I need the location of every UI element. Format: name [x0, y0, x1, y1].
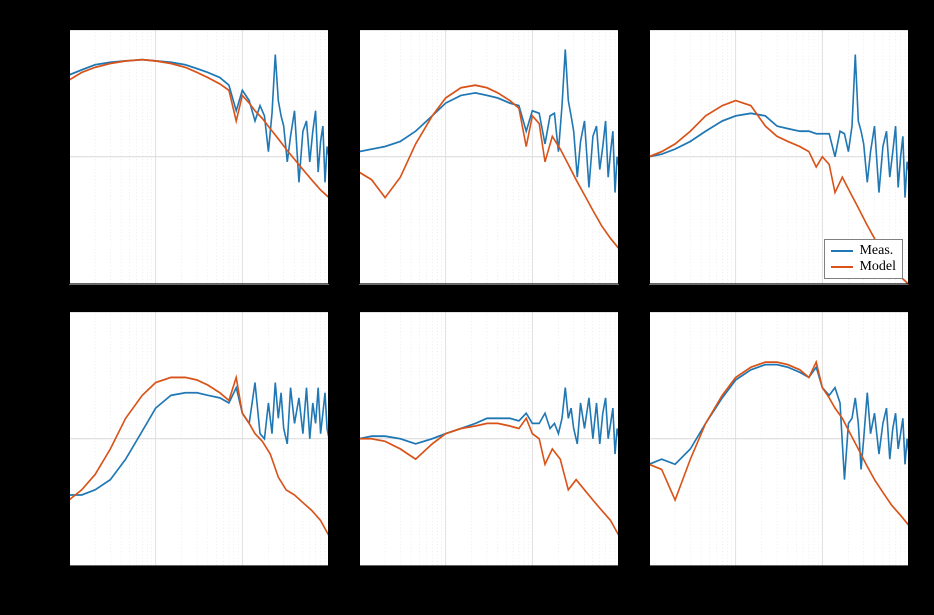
legend: Meas.Model — [824, 239, 903, 279]
subplot-grid: Mag. [dB]Frequency [Hz]10¹10²10³10⁴−100−… — [0, 0, 934, 615]
series-meas — [649, 55, 909, 198]
ytick-label: −50 — [13, 149, 33, 165]
ylabel: Mag. [dB] — [46, 121, 66, 192]
series-model — [69, 60, 329, 198]
ytick-label: −100 — [6, 558, 33, 574]
legend-swatch — [831, 250, 853, 252]
xtick-label: 10³ — [234, 584, 251, 600]
legend-swatch — [831, 266, 853, 268]
xtick-label: 10⁴ — [320, 584, 338, 600]
ytick-label: 0 — [27, 303, 34, 319]
subplot-1: Mag. [dB]Frequency [Hz]10¹10²10³10⁴−100−… — [68, 28, 330, 286]
subplot-6: Mag. [dB]Frequency [Hz]10¹10²10³10⁴−100−… — [648, 310, 910, 568]
ytick-label: −100 — [6, 277, 33, 293]
series-meas — [359, 49, 619, 192]
series-meas — [359, 387, 619, 453]
series-model — [359, 85, 619, 249]
legend-item: Meas. — [831, 243, 896, 259]
legend-item: Model — [831, 259, 896, 275]
xtick-label: 10¹ — [351, 584, 368, 600]
subplot-4: Mag. [dB]Frequency [Hz]10¹10²10³10⁴−100−… — [68, 310, 330, 568]
legend-label: Meas. — [859, 243, 893, 259]
xtick-label: 10¹ — [61, 584, 78, 600]
ylabel: Mag. [dB] — [46, 403, 66, 474]
subplot-2: Mag. [dB]Frequency [Hz]10¹10²10³10⁴−100−… — [358, 28, 620, 286]
ytick-label: −50 — [13, 430, 33, 446]
xtick-label: 10² — [437, 584, 454, 600]
subplot-5: Mag. [dB]Frequency [Hz]10¹10²10³10⁴−100−… — [358, 310, 620, 568]
ytick-label: 0 — [27, 21, 34, 37]
series-meas — [649, 364, 909, 479]
xtick-label: 10³ — [524, 584, 541, 600]
xtick-label: 10² — [727, 584, 744, 600]
legend-label: Model — [859, 259, 896, 275]
subplot-3: Mag. [dB]Frequency [Hz]10¹10²10³10⁴−100−… — [648, 28, 910, 286]
series-model — [649, 362, 909, 526]
xtick-label: 10¹ — [641, 584, 658, 600]
xtick-label: 10² — [147, 584, 164, 600]
series-model — [359, 418, 619, 536]
xtick-label: 10⁴ — [900, 584, 918, 600]
xtick-label: 10⁴ — [610, 584, 628, 600]
xtick-label: 10³ — [814, 584, 831, 600]
